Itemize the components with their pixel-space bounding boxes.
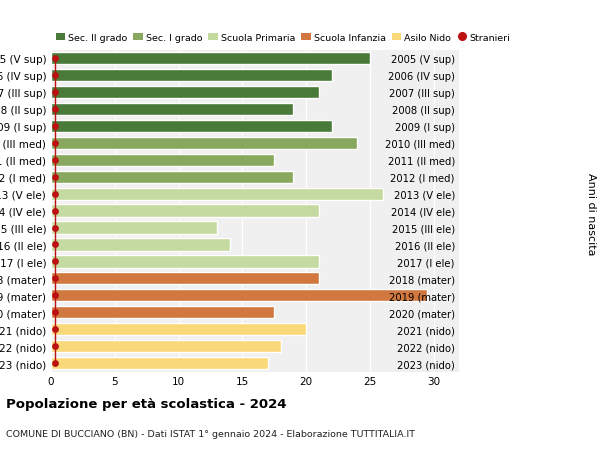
Bar: [51, 205, 319, 217]
Point: [50, 106, 59, 113]
Point: [50, 140, 59, 147]
Bar: [51, 290, 427, 302]
Point: [50, 224, 59, 232]
Point: [50, 55, 59, 62]
Bar: [51, 273, 319, 285]
Bar: [51, 154, 274, 167]
Point: [50, 207, 59, 215]
Bar: [51, 137, 357, 150]
Text: COMUNE DI BUCCIANO (BN) - Dati ISTAT 1° gennaio 2024 - Elaborazione TUTTITALIA.I: COMUNE DI BUCCIANO (BN) - Dati ISTAT 1° …: [6, 429, 415, 438]
Bar: [51, 357, 268, 369]
Point: [50, 72, 59, 79]
Text: Popolazione per età scolastica - 2024: Popolazione per età scolastica - 2024: [6, 397, 287, 410]
Bar: [51, 53, 370, 65]
Bar: [51, 256, 319, 268]
Point: [50, 343, 59, 350]
Point: [50, 275, 59, 282]
Bar: [51, 222, 217, 234]
Bar: [51, 188, 383, 200]
Point: [50, 190, 59, 198]
Bar: [51, 239, 229, 251]
Bar: [51, 121, 331, 133]
Point: [50, 326, 59, 333]
Point: [50, 123, 59, 130]
Bar: [51, 324, 306, 336]
Point: [50, 360, 59, 367]
Point: [50, 241, 59, 249]
Point: [50, 174, 59, 181]
Point: [50, 258, 59, 266]
Bar: [51, 171, 293, 184]
Point: [50, 89, 59, 96]
Text: Anni di nascita: Anni di nascita: [586, 172, 596, 255]
Point: [50, 292, 59, 299]
Point: [50, 157, 59, 164]
Bar: [51, 104, 293, 116]
Bar: [51, 70, 331, 82]
Legend: Sec. II grado, Sec. I grado, Scuola Primaria, Scuola Infanzia, Asilo Nido, Stran: Sec. II grado, Sec. I grado, Scuola Prim…: [56, 34, 511, 43]
Bar: [51, 307, 274, 319]
Bar: [51, 87, 319, 99]
Bar: [51, 340, 281, 353]
Point: [50, 309, 59, 316]
